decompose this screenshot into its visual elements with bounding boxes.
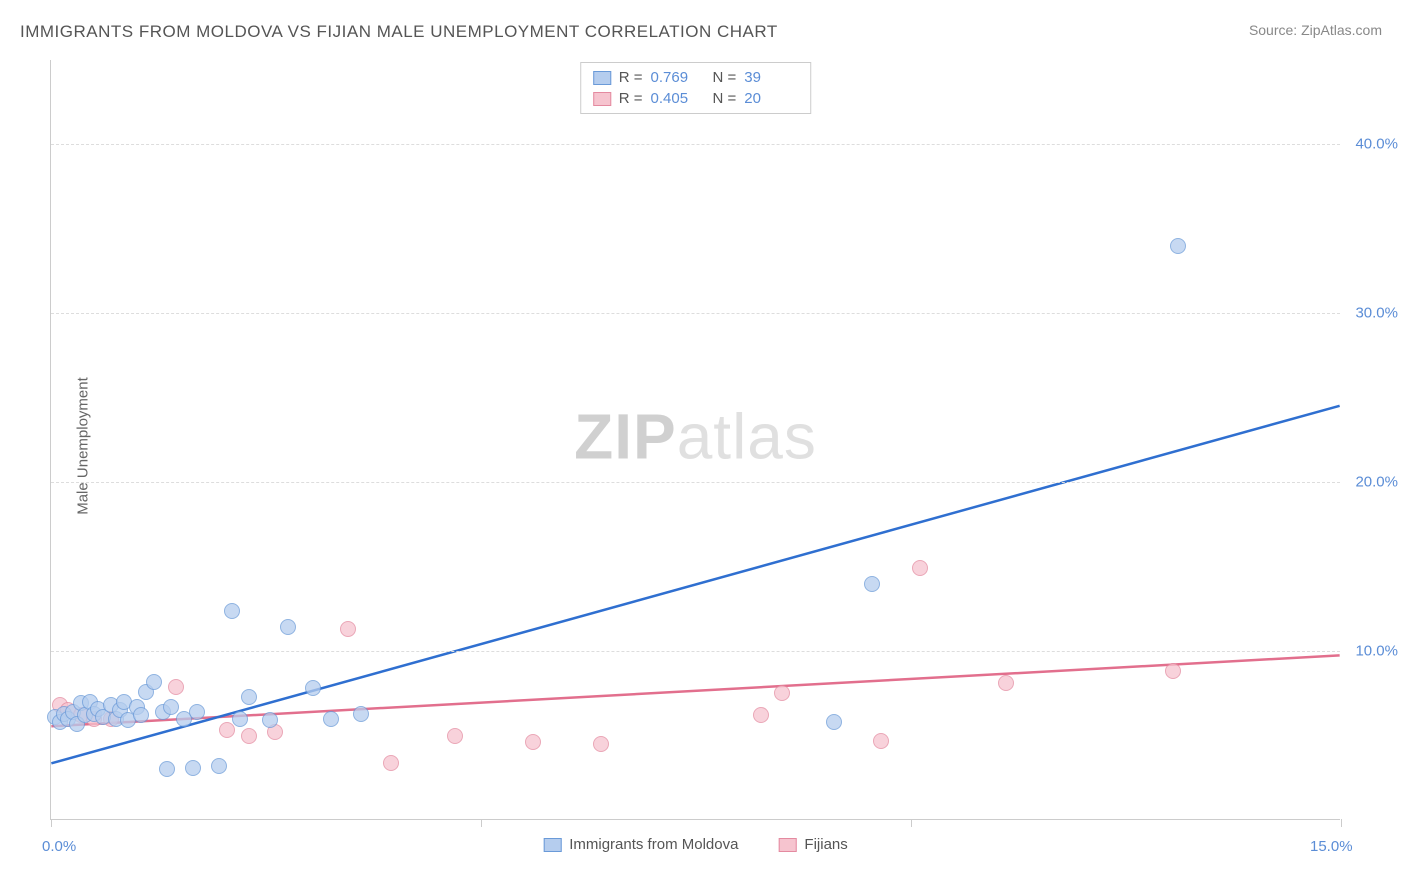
legend-item-moldova[interactable]: Immigrants from Moldova: [543, 836, 738, 853]
swatch-fijians: [593, 92, 611, 106]
moldova-point[interactable]: [262, 712, 278, 728]
n-value-moldova: 39: [744, 69, 798, 86]
legend-row-moldova: R = 0.769 N = 39: [589, 67, 803, 88]
gridline: [51, 313, 1340, 314]
moldova-point[interactable]: [163, 699, 179, 715]
chart-title: IMMIGRANTS FROM MOLDOVA VS FIJIAN MALE U…: [20, 22, 778, 42]
x-tick: [481, 819, 482, 827]
fijians-point[interactable]: [168, 679, 184, 695]
moldova-point[interactable]: [323, 711, 339, 727]
n-label: N =: [713, 90, 737, 107]
fijians-point[interactable]: [873, 733, 889, 749]
moldova-point[interactable]: [224, 603, 240, 619]
fijians-point[interactable]: [912, 560, 928, 576]
gridline: [51, 144, 1340, 145]
n-value-fijians: 20: [744, 90, 798, 107]
legend-label-fijians: Fijians: [804, 836, 847, 853]
swatch-moldova: [593, 71, 611, 85]
legend-item-fijians[interactable]: Fijians: [778, 836, 847, 853]
y-tick-label: 20.0%: [1355, 474, 1398, 491]
legend-row-fijians: R = 0.405 N = 20: [589, 88, 803, 109]
moldova-point[interactable]: [826, 714, 842, 730]
source-label: Source:: [1249, 22, 1297, 38]
series-legend: Immigrants from Moldova Fijians: [543, 836, 848, 853]
fijians-point[interactable]: [383, 755, 399, 771]
gridline: [51, 482, 1340, 483]
gridline: [51, 651, 1340, 652]
trend-lines: [51, 60, 1340, 819]
fijians-point[interactable]: [593, 736, 609, 752]
fijians-point[interactable]: [525, 734, 541, 750]
moldova-point[interactable]: [1170, 238, 1186, 254]
moldova-point[interactable]: [280, 619, 296, 635]
moldova-point[interactable]: [159, 761, 175, 777]
fijians-point[interactable]: [753, 707, 769, 723]
watermark: ZIPatlas: [574, 399, 817, 473]
fijians-point[interactable]: [340, 621, 356, 637]
moldova-point[interactable]: [305, 680, 321, 696]
correlation-legend: R = 0.769 N = 39 R = 0.405 N = 20: [580, 62, 812, 114]
moldova-point[interactable]: [232, 711, 248, 727]
moldova-point[interactable]: [189, 704, 205, 720]
fijians-point[interactable]: [998, 675, 1014, 691]
fijians-point[interactable]: [219, 722, 235, 738]
moldova-point[interactable]: [353, 706, 369, 722]
x-tick: [51, 819, 52, 827]
moldova-point[interactable]: [185, 760, 201, 776]
legend-label-moldova: Immigrants from Moldova: [569, 836, 738, 853]
r-value-fijians: 0.405: [651, 90, 705, 107]
moldova-point[interactable]: [864, 576, 880, 592]
y-tick-label: 40.0%: [1355, 136, 1398, 153]
x-tick: [911, 819, 912, 827]
fijians-point[interactable]: [774, 685, 790, 701]
swatch-fijians-icon: [778, 838, 796, 852]
chart-plot-area: ZIPatlas R = 0.769 N = 39 R = 0.405 N = …: [50, 60, 1340, 820]
source-link[interactable]: ZipAtlas.com: [1301, 22, 1382, 38]
moldova-point[interactable]: [241, 689, 257, 705]
n-label: N =: [713, 69, 737, 86]
fijians-point[interactable]: [447, 728, 463, 744]
fijians-point[interactable]: [241, 728, 257, 744]
y-tick-label: 30.0%: [1355, 305, 1398, 322]
y-tick-label: 10.0%: [1355, 643, 1398, 660]
r-label: R =: [619, 69, 643, 86]
r-value-moldova: 0.769: [651, 69, 705, 86]
moldova-point[interactable]: [211, 758, 227, 774]
moldova-point[interactable]: [133, 707, 149, 723]
x-axis-max-label: 15.0%: [1310, 838, 1353, 855]
moldova-point[interactable]: [146, 674, 162, 690]
swatch-moldova-icon: [543, 838, 561, 852]
source-credit: Source: ZipAtlas.com: [1249, 22, 1382, 38]
fijians-point[interactable]: [1165, 663, 1181, 679]
x-tick: [1341, 819, 1342, 827]
r-label: R =: [619, 90, 643, 107]
x-axis-min-label: 0.0%: [42, 838, 76, 855]
